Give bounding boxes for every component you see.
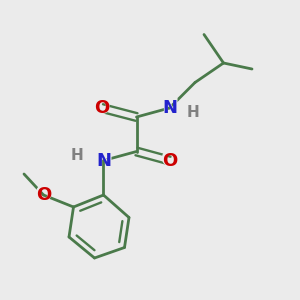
Text: O: O: [36, 186, 51, 204]
Text: O: O: [162, 152, 177, 169]
Text: N: N: [95, 151, 112, 170]
Text: O: O: [35, 185, 52, 205]
Text: O: O: [94, 99, 110, 117]
Text: O: O: [161, 151, 178, 170]
Text: N: N: [96, 152, 111, 169]
Text: H: H: [186, 103, 201, 122]
Text: H: H: [70, 148, 83, 164]
Text: N: N: [161, 98, 178, 118]
Text: H: H: [187, 105, 200, 120]
Text: H: H: [69, 147, 84, 165]
Text: O: O: [93, 98, 111, 118]
Text: N: N: [162, 99, 177, 117]
